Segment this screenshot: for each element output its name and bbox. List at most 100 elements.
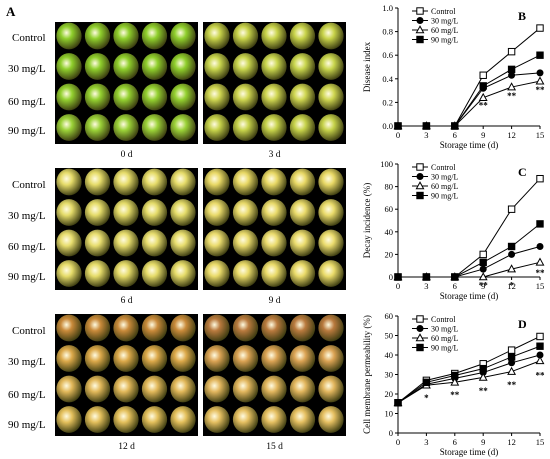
fruit <box>318 260 344 287</box>
data-point <box>507 366 517 375</box>
fruit <box>84 375 111 403</box>
fruit <box>232 406 259 433</box>
row-label: 90 mg/L <box>8 419 46 431</box>
legend-marker <box>416 35 424 44</box>
x-tick-label: 12 <box>507 130 515 140</box>
y-tick-label: 40 <box>385 350 394 360</box>
row-label: Control <box>12 32 46 44</box>
chart-decay-incidence: 0 20 40 60 80 100 0 3 6 9 12 15 Storage time (d) Deca… <box>362 159 546 301</box>
series-line <box>398 223 541 278</box>
y-tick-label: 60 <box>385 311 394 321</box>
x-tick-label: 15 <box>536 281 545 291</box>
fruit <box>261 83 287 111</box>
legend-marker <box>416 17 424 24</box>
data-point <box>451 273 459 281</box>
fruit-photo <box>55 314 198 436</box>
fruit <box>289 314 316 342</box>
fruit <box>289 345 316 372</box>
fruit <box>204 83 230 111</box>
y-axis-label: Cell membrane permeability (%) <box>362 315 372 434</box>
fruit <box>170 22 196 50</box>
data-point <box>479 265 487 273</box>
data-point <box>507 205 516 213</box>
fruit <box>232 375 259 403</box>
fruit <box>204 22 230 50</box>
series-line <box>398 72 541 127</box>
day-label: 9 d <box>268 296 281 306</box>
legend-label: 30 mg/L <box>431 325 458 334</box>
fruit <box>232 314 259 342</box>
x-axis-label: Storage time (d) <box>440 447 498 457</box>
y-tick-label: 0.8 <box>382 27 393 37</box>
data-point <box>508 71 516 79</box>
fruit <box>261 53 287 80</box>
data-point <box>508 359 516 367</box>
legend-label: 90 mg/L <box>431 344 458 353</box>
fruit <box>113 314 139 342</box>
fruit <box>56 22 82 50</box>
fruit <box>261 345 287 372</box>
fruit <box>318 168 344 196</box>
x-tick-label: 9 <box>481 437 485 447</box>
data-point <box>479 250 487 259</box>
significance-label: ** <box>507 91 516 101</box>
data-point <box>536 174 544 183</box>
fruit <box>56 229 82 257</box>
data-point <box>479 258 487 267</box>
y-tick-label: 30 <box>385 370 394 380</box>
fruit <box>261 168 287 196</box>
legend-marker <box>416 315 424 323</box>
fruit <box>318 314 344 342</box>
fruit <box>56 53 82 80</box>
fruit <box>261 406 287 433</box>
fruit <box>84 406 111 433</box>
series-line <box>397 345 541 404</box>
x-tick-label: 12 <box>507 437 515 447</box>
fruit <box>261 22 287 50</box>
data-point <box>507 82 517 91</box>
fruit <box>318 406 344 433</box>
data-point <box>451 122 459 130</box>
fruit <box>289 22 316 50</box>
panel-a-letter: A <box>6 4 16 19</box>
legend-label: Control <box>431 315 456 324</box>
y-tick-label: 20 <box>385 389 394 399</box>
row-label: 60 mg/L <box>8 96 46 108</box>
fruit <box>232 168 259 196</box>
chart-cell-membrane-permeability: 0 10 20 30 40 50 60 0 3 6 9 12 15 Storage time (d) Cel… <box>362 311 546 457</box>
row-label: 30 mg/L <box>8 63 46 75</box>
significance-label: ** <box>536 268 546 278</box>
data-point <box>479 71 487 79</box>
fruit <box>141 22 168 50</box>
significance-label: ** <box>536 370 546 380</box>
legend-label: 30 mg/L <box>431 17 458 26</box>
x-tick-label: 3 <box>424 281 428 291</box>
fruit <box>141 375 168 403</box>
x-axis-label: Storage time (d) <box>440 140 498 150</box>
x-tick-label: 3 <box>424 130 428 140</box>
significance-label: * <box>424 393 429 403</box>
data-point <box>536 24 544 32</box>
fruit-photo <box>203 168 346 290</box>
fruit <box>204 345 230 372</box>
fruit <box>141 314 168 342</box>
x-tick-label: 0 <box>396 281 400 291</box>
data-point <box>535 257 545 266</box>
fruit <box>204 260 230 287</box>
data-point <box>536 242 544 250</box>
data-point <box>451 371 459 380</box>
legend-marker <box>415 25 425 34</box>
panel-letter: D <box>518 317 527 331</box>
fruit <box>204 229 230 257</box>
legend-marker <box>415 333 425 342</box>
series-line <box>397 360 541 404</box>
fruit <box>141 53 168 80</box>
legend-label: 60 mg/L <box>431 182 458 191</box>
fruit <box>232 199 259 226</box>
fruit <box>289 114 316 141</box>
day-label: 12 d <box>118 442 135 452</box>
legend-label: 60 mg/L <box>431 26 458 35</box>
fruit <box>113 53 139 80</box>
row-label: 60 mg/L <box>8 241 46 253</box>
fruit <box>204 53 230 80</box>
